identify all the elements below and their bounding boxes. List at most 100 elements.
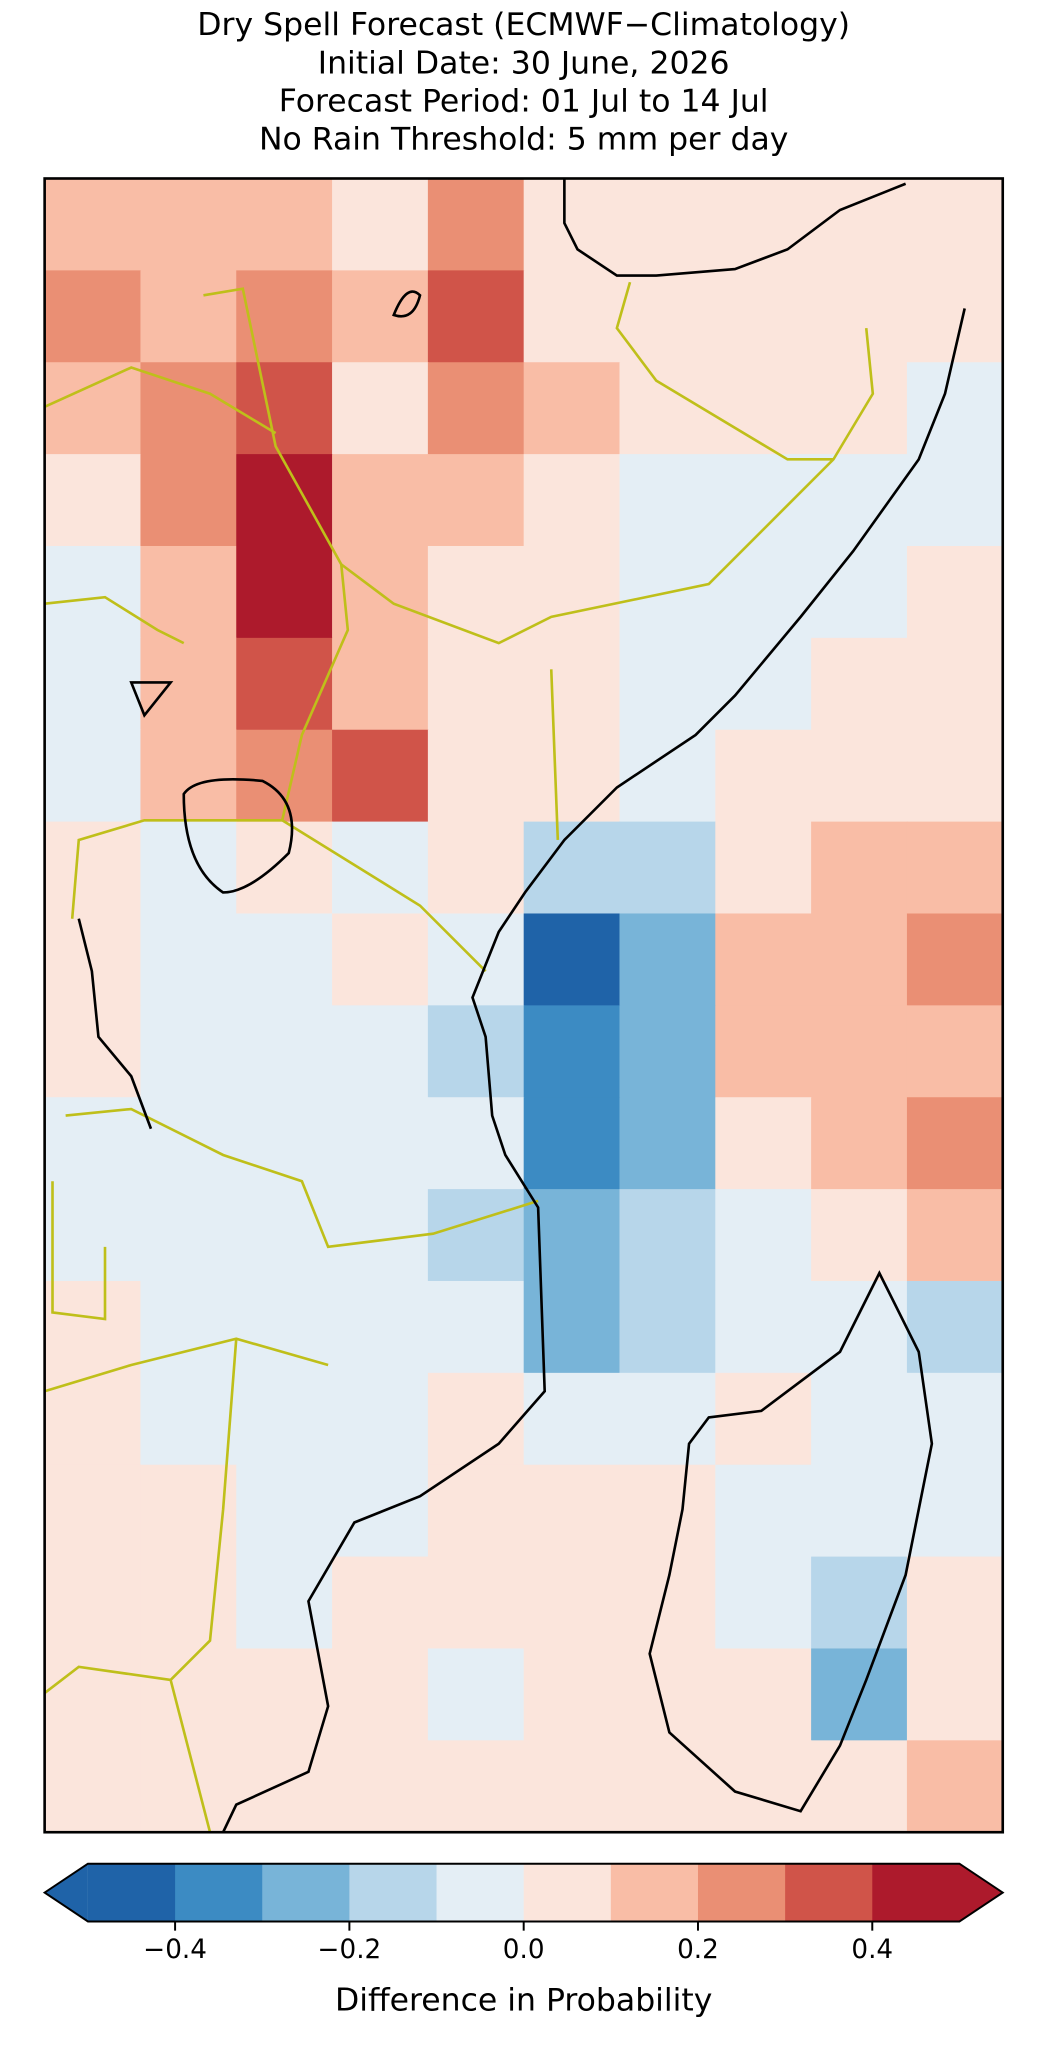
map-cell xyxy=(140,362,237,455)
map-cell xyxy=(427,270,525,363)
map-cell xyxy=(906,913,1004,1007)
map-cell xyxy=(811,1372,908,1466)
colorbar-tick-label: 0.4 xyxy=(851,1935,893,1965)
map-cell xyxy=(332,637,429,731)
map-cell xyxy=(906,454,1004,547)
map-cell xyxy=(906,178,1004,272)
map-cell xyxy=(140,1372,237,1466)
map-cell xyxy=(427,1005,525,1098)
map-cell xyxy=(715,1097,812,1190)
map-cell xyxy=(427,1280,525,1374)
map-cell xyxy=(811,178,908,272)
map-cell xyxy=(427,362,525,455)
map-cell xyxy=(906,1556,1004,1650)
map-cell xyxy=(906,821,1004,915)
map-cell xyxy=(811,454,908,547)
map-cell xyxy=(332,1280,429,1374)
map-frame xyxy=(43,177,1005,1834)
country-border xyxy=(43,281,875,1833)
colorbar-segment xyxy=(610,1863,699,1922)
map-cell xyxy=(427,821,525,915)
map-cell xyxy=(715,1556,812,1650)
map-cell xyxy=(44,1189,142,1282)
map-cell xyxy=(619,821,716,915)
map-cell xyxy=(140,1189,237,1282)
colorbar-segment xyxy=(697,1863,786,1922)
map-cell xyxy=(427,1648,525,1741)
map-cell xyxy=(236,1189,333,1282)
map-field xyxy=(44,178,1004,1833)
map-cell xyxy=(523,1372,621,1466)
map-cell xyxy=(140,637,237,731)
colorbar-segment xyxy=(436,1863,525,1922)
map-cell xyxy=(906,729,1004,823)
map-cell xyxy=(44,362,142,455)
map-cell xyxy=(427,1740,525,1833)
map-cell xyxy=(523,270,621,363)
map-cell xyxy=(619,1740,716,1833)
map-cell xyxy=(811,1556,908,1650)
map-cell xyxy=(523,637,621,731)
map-cell xyxy=(811,821,908,915)
colorbar-extend-low xyxy=(44,1863,88,1922)
map-cell xyxy=(140,913,237,1007)
map-cell xyxy=(715,454,812,547)
title-line: Initial Date: 30 June, 2026 xyxy=(318,45,730,81)
map-cell xyxy=(236,637,333,731)
map-cell xyxy=(811,913,908,1007)
colorbar: −0.4 −0.2 0.0 0.2 0.4 xyxy=(42,1862,1005,1965)
map-cell xyxy=(332,1372,429,1466)
map-cell xyxy=(140,1097,237,1190)
map-cell xyxy=(906,637,1004,731)
map-cell xyxy=(715,1648,812,1741)
map-cell xyxy=(811,1189,908,1282)
map-cell xyxy=(619,637,716,731)
colorbar-outline xyxy=(42,1862,1005,1923)
map-cell xyxy=(427,1372,525,1466)
map-cell xyxy=(715,178,812,272)
map-cell xyxy=(619,178,716,272)
map-cell xyxy=(332,821,429,915)
map-cell xyxy=(523,1464,621,1558)
map-cell xyxy=(715,1005,812,1098)
colorbar-tick-label: −0.2 xyxy=(318,1935,382,1965)
map-cell xyxy=(332,270,429,363)
map-cell xyxy=(140,545,237,639)
map-lines xyxy=(43,178,966,1833)
map-cell xyxy=(427,1189,525,1282)
map-cell xyxy=(619,454,716,547)
map-cell xyxy=(523,821,621,915)
map-cell xyxy=(715,545,812,639)
map-cell xyxy=(715,1372,812,1466)
map-cell xyxy=(236,178,333,272)
map-cell xyxy=(44,1280,142,1374)
map-cell xyxy=(427,454,525,547)
map-cell xyxy=(427,545,525,639)
map-cell xyxy=(140,1648,237,1741)
map-cell xyxy=(44,178,142,272)
map-cell xyxy=(619,1189,716,1282)
map-cell xyxy=(619,1556,716,1650)
map-cell xyxy=(332,1556,429,1650)
title-line: No Rain Threshold: 5 mm per day xyxy=(259,121,788,157)
colorbar-extend-high xyxy=(959,1863,1003,1922)
map-cell xyxy=(44,729,142,823)
map-cell xyxy=(332,1097,429,1190)
map-cell xyxy=(715,637,812,731)
map-cell xyxy=(906,1005,1004,1098)
map-cell xyxy=(427,1556,525,1650)
map-cell xyxy=(906,1648,1004,1741)
map-cell xyxy=(619,1097,716,1190)
map-cell xyxy=(236,270,333,363)
colorbar-segment xyxy=(175,1863,263,1922)
map-cell xyxy=(811,1005,908,1098)
map-cell xyxy=(906,362,1004,455)
map-cell xyxy=(44,1005,142,1098)
map-cell xyxy=(44,1740,142,1833)
map-cell xyxy=(332,729,429,823)
map-cell xyxy=(811,1464,908,1558)
map-cell xyxy=(427,1464,525,1558)
map-cell xyxy=(715,821,812,915)
map-cell xyxy=(332,913,429,1007)
